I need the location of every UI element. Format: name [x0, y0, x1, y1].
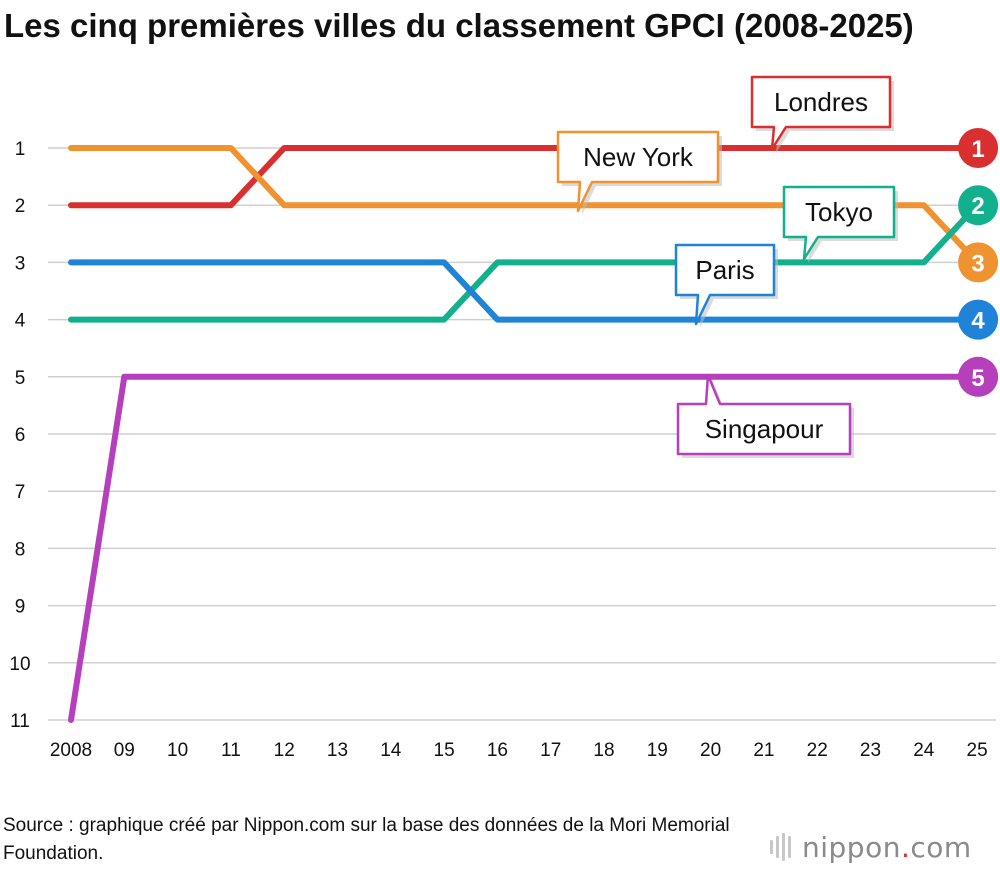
callout-label: New York: [583, 142, 694, 172]
callout-label: Singapour: [705, 414, 824, 444]
end-marker-3: 3: [958, 242, 999, 283]
x-tick-label: 14: [380, 740, 402, 761]
y-tick-label: 8: [15, 539, 26, 560]
x-tick-label: 20: [700, 740, 721, 761]
y-tick-label: 1: [15, 139, 26, 160]
callout-label: Londres: [774, 87, 868, 117]
x-tick-label: 09: [114, 740, 135, 761]
end-marker-2: 2: [958, 185, 999, 226]
callout-label: Paris: [695, 255, 754, 285]
logo-tld: com: [910, 830, 972, 864]
logo-wordmark: nippon.com: [802, 831, 972, 864]
y-tick-label: 11: [10, 711, 30, 732]
x-tick-label: 21: [753, 740, 774, 761]
x-tick-label: 23: [860, 740, 881, 761]
end-marker-circle: [958, 242, 999, 283]
y-tick-label: 5: [15, 368, 26, 389]
end-rank-markers: 1 2 3 4 5: [958, 128, 999, 397]
source-note: Source : graphique créé par Nippon.com s…: [3, 815, 730, 864]
chart-title: Les cinq premières villes du classement …: [4, 7, 914, 44]
series-line-tokyo: [68, 202, 981, 323]
x-tick-label: 16: [487, 740, 508, 761]
end-marker-label: 4: [971, 308, 985, 335]
nippon-logo[interactable]: nippon.com: [770, 830, 972, 864]
callout-label: Tokyo: [805, 197, 873, 227]
series-line-singapour: [68, 373, 981, 723]
x-tick-label: 24: [913, 740, 935, 761]
y-tick-label: 6: [15, 425, 26, 446]
end-marker-4: 4: [958, 299, 999, 340]
end-marker-label: 2: [971, 193, 984, 220]
x-tick-label: 11: [221, 740, 241, 761]
logo-dot: .: [900, 830, 911, 864]
x-tick-label: 15: [434, 740, 455, 761]
logo-bars-icon: [770, 833, 794, 861]
y-tick-label: 7: [15, 482, 26, 503]
x-tick-label: 18: [593, 740, 614, 761]
end-marker-label: 5: [971, 365, 984, 392]
end-marker-circle: [958, 185, 999, 226]
callout-box: [782, 185, 896, 261]
x-tick-label: 2008: [50, 740, 92, 761]
end-marker-circle: [958, 356, 999, 397]
x-tick-label: 10: [167, 740, 188, 761]
callout-singapour: Singapour: [676, 373, 854, 458]
end-marker-label: 3: [971, 250, 984, 277]
series-line-londres: [68, 145, 981, 209]
callout-box: [750, 75, 892, 151]
x-tick-label: 22: [807, 740, 828, 761]
callout-paris: Paris: [674, 243, 778, 328]
x-tick-label: 12: [274, 740, 295, 761]
y-tick-label: 3: [15, 253, 26, 274]
y-tick-label: 2: [15, 196, 26, 217]
series-line-paris: [68, 259, 981, 323]
series-callouts: Londres New York Tokyo Paris Singapour: [556, 75, 898, 458]
y-tick-label: 10: [9, 654, 30, 675]
y-axis-tick-labels: 1 2 3 4 5 6 7 8 9 10 11: [9, 139, 30, 732]
end-marker-circle: [958, 299, 999, 340]
y-tick-label: 9: [15, 597, 26, 618]
callout-box: [674, 243, 776, 326]
end-marker-label: 1: [971, 136, 984, 163]
y-tick-label: 4: [15, 311, 26, 332]
callout-londres: Londres: [750, 75, 894, 153]
logo-name: nippon: [802, 830, 901, 864]
series-lines: [68, 145, 981, 723]
callout-box: [676, 373, 852, 456]
x-axis-tick-labels: 2008 09 10 11 12 13 14 15 16 17 18 19 20 21 22 23 24 25: [50, 740, 988, 761]
callout-box: [556, 130, 720, 213]
end-marker-5: 5: [958, 356, 999, 397]
x-tick-label: 17: [540, 740, 561, 761]
x-tick-label: 13: [327, 740, 348, 761]
callout-new-york: New York: [556, 130, 722, 215]
x-tick-label: 19: [647, 740, 668, 761]
end-marker-circle: [958, 128, 999, 168]
callout-tokyo: Tokyo: [782, 185, 898, 263]
end-marker-1: 1: [958, 128, 999, 168]
x-tick-label: 25: [967, 740, 988, 761]
